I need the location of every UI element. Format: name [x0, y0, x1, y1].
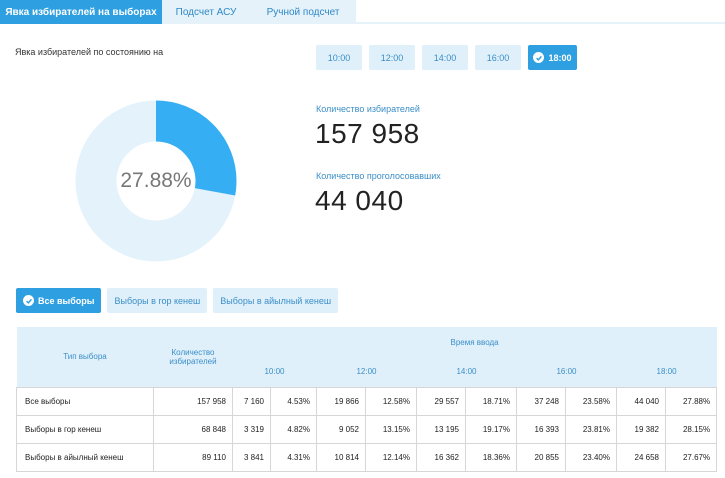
cell-percent: 12.58% — [365, 386, 417, 416]
cell-percent: 27.88% — [664, 386, 718, 416]
turnout-table: Тип выбора Количество избирателей Время … — [16, 327, 718, 472]
cell-percent: 18.36% — [465, 442, 517, 472]
cell-count: 24 658 — [616, 442, 666, 472]
table-row: Выборы в айылный кенеш 89 110 3 841 4.31… — [16, 442, 718, 472]
cell-percent: 4.53% — [270, 386, 317, 416]
time-selector: 10:00 12:00 14:00 16:00 18:00 — [316, 45, 577, 70]
time-button-12[interactable]: 12:00 — [369, 45, 415, 70]
cell-count: 44 040 — [616, 386, 666, 416]
cell-count: 16 393 — [516, 414, 566, 444]
cell-count: 29 557 — [416, 386, 466, 416]
donut-percent-label: 27.88% — [120, 169, 192, 192]
tab-asu-count[interactable]: Подсчет АСУ — [162, 0, 250, 24]
check-icon — [533, 52, 545, 63]
cell-percent: 28.15% — [664, 414, 718, 444]
cell-percent: 27.67% — [664, 442, 718, 472]
header-time-10: 10:00 — [232, 357, 317, 387]
cell-count: 3 841 — [232, 442, 271, 472]
filter-all-elections-label: Все выборы — [38, 295, 95, 306]
filter-city-kenesh[interactable]: Выборы в гор кенеш — [107, 288, 208, 313]
tab-manual-count[interactable]: Ручной подсчет — [250, 0, 356, 24]
row-election-name: Все выборы — [16, 386, 154, 416]
table-row: Выборы в гор кенеш 68 848 3 319 4.82% 9 … — [16, 414, 718, 444]
cell-percent: 23.58% — [565, 386, 617, 416]
turnout-donut-chart — [75, 100, 237, 262]
donut-fill — [75, 100, 237, 262]
time-button-18[interactable]: 18:00 — [528, 45, 577, 70]
tab-bar-fill — [356, 0, 725, 24]
tab-turnout[interactable]: Явка избирателей на выборах — [0, 0, 162, 24]
filter-all-elections[interactable]: Все выборы — [16, 288, 102, 313]
cell-count: 9 052 — [316, 414, 366, 444]
cell-count: 16 362 — [416, 442, 466, 472]
cell-count: 10 814 — [316, 442, 366, 472]
time-button-18-label: 18:00 — [548, 52, 572, 63]
cell-percent: 4.82% — [270, 414, 317, 444]
cell-percent: 19.17% — [465, 414, 517, 444]
cell-percent: 23.40% — [565, 442, 617, 472]
header-election-type: Тип выбора — [16, 327, 154, 387]
cell-count: 13 195 — [416, 414, 466, 444]
cell-count: 3 319 — [232, 414, 271, 444]
table-row: Все выборы 157 958 7 160 4.53% 19 866 12… — [16, 386, 718, 416]
cell-percent: 13.15% — [365, 414, 417, 444]
turnout-as-of-label: Явка избирателей по состоянию на — [15, 47, 164, 57]
header-input-time: Время ввода — [232, 327, 717, 357]
tab-bar: Явка избирателей на выборах Подсчет АСУ … — [0, 0, 725, 24]
cell-count: 20 855 — [516, 442, 566, 472]
cell-count: 37 248 — [516, 386, 566, 416]
cell-percent: 4.31% — [270, 442, 317, 472]
header-time-12: 12:00 — [316, 357, 417, 387]
cell-count: 19 866 — [316, 386, 366, 416]
cell-count: 7 160 — [232, 386, 271, 416]
cell-percent: 23.81% — [565, 414, 617, 444]
voters-count-value: 157 958 — [315, 118, 420, 149]
row-election-name: Выборы в айылный кенеш — [16, 442, 154, 472]
row-election-name: Выборы в гор кенеш — [16, 414, 154, 444]
voted-count-value: 44 040 — [315, 185, 404, 216]
cell-percent: 12.14% — [365, 442, 417, 472]
election-filter-group: Все выборы Выборы в гор кенеш Выборы в а… — [16, 288, 339, 313]
cell-percent: 18.71% — [465, 386, 517, 416]
header-voters-count: Количество избирателей — [153, 327, 233, 387]
voters-count-label: Количество избирателей — [316, 104, 420, 114]
time-button-14[interactable]: 14:00 — [422, 45, 468, 70]
time-button-10[interactable]: 10:00 — [316, 45, 362, 70]
check-icon — [23, 295, 34, 306]
header-time-18: 18:00 — [616, 357, 717, 387]
header-time-16: 16:00 — [516, 357, 617, 387]
header-time-14: 14:00 — [416, 357, 517, 387]
row-voters: 157 958 — [153, 386, 233, 416]
cell-count: 19 382 — [616, 414, 666, 444]
row-voters: 68 848 — [153, 414, 233, 444]
time-button-16[interactable]: 16:00 — [475, 45, 521, 70]
row-voters: 89 110 — [153, 442, 233, 472]
voted-count-label: Количество проголосовавших — [316, 171, 441, 181]
filter-aiyl-kenesh[interactable]: Выборы в айылный кенеш — [213, 288, 339, 313]
